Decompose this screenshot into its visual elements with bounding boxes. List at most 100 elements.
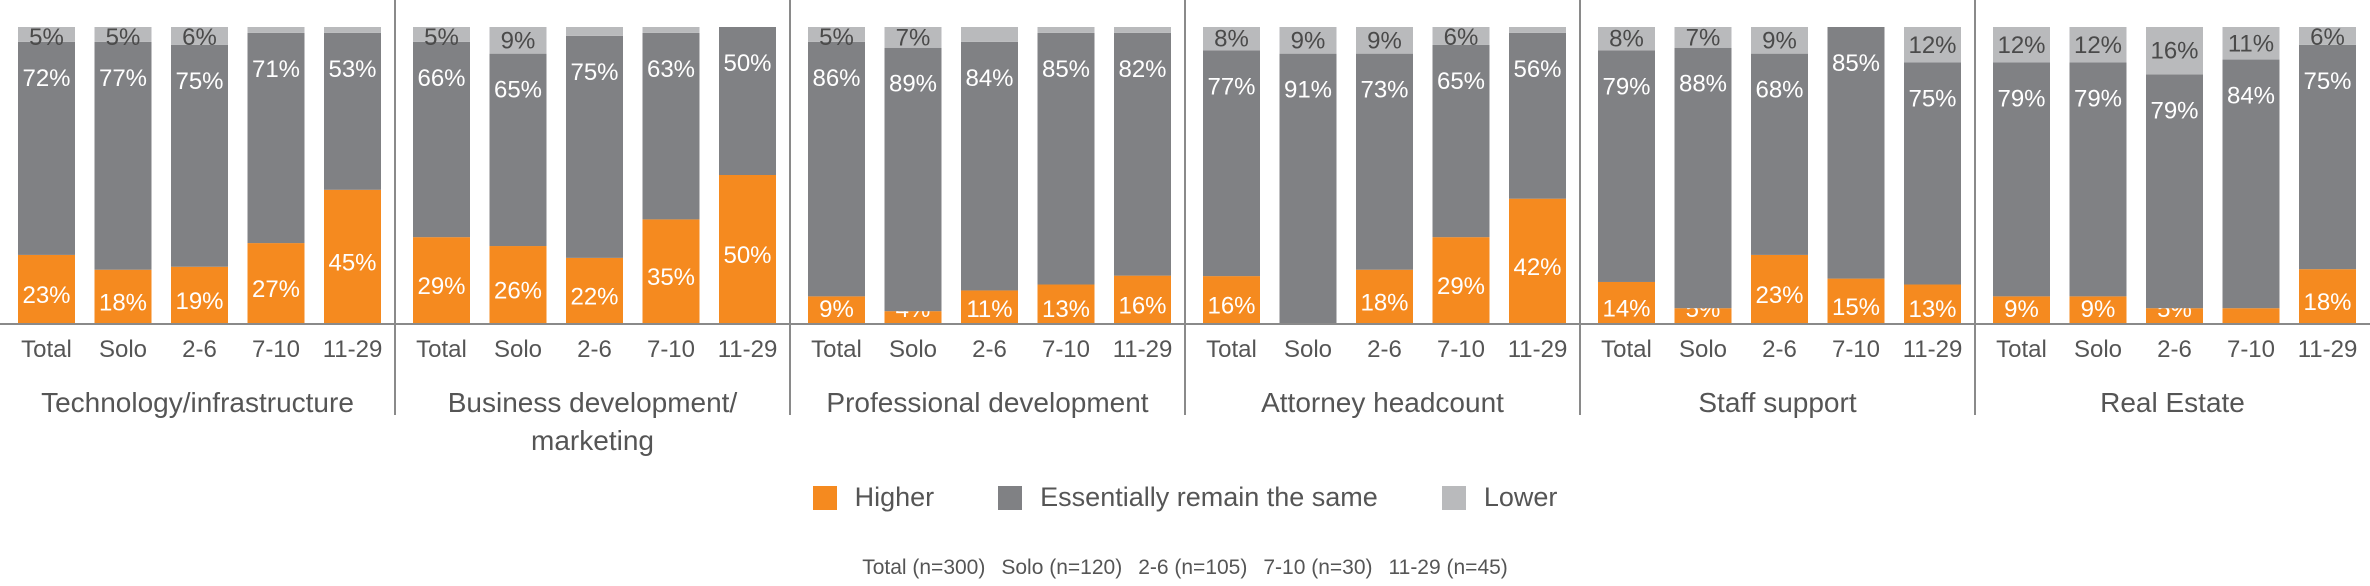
x-tick-label: 2-6 — [182, 336, 217, 363]
bar-segment-higher — [884, 311, 942, 323]
bar-segment-lower — [1674, 27, 1732, 48]
x-tick-label: Total — [1601, 336, 1652, 363]
bar-segment-same — [1904, 62, 1961, 285]
data-label-lower: 9% — [1762, 27, 1797, 54]
bar-segment-higher — [2222, 308, 2280, 323]
bar-segment-lower — [808, 27, 865, 42]
group-title: marketing — [531, 425, 654, 456]
bar-segment-lower — [1993, 27, 2050, 63]
bar-segment-lower — [961, 27, 1018, 42]
legend: Higher Essentially remain the same Lower — [0, 482, 2370, 513]
data-label-same: 71% — [252, 56, 300, 83]
data-label-same: 65% — [1437, 68, 1485, 95]
bar-segment-lower — [1279, 27, 1337, 54]
bar-segment-same — [1827, 27, 1885, 279]
data-label-lower: 9% — [501, 27, 536, 54]
group-title: Professional development — [826, 387, 1148, 418]
x-tick-label: Total — [21, 336, 72, 363]
x-tick-label: Solo — [2074, 336, 2122, 363]
legend-swatch-lower — [1441, 485, 1466, 510]
data-label-lower: 6% — [2310, 24, 2345, 51]
footnote-item: Solo (n=120) — [1001, 556, 1123, 579]
legend-item-same: Essentially remain the same — [998, 482, 1378, 513]
data-label-lower: 7% — [896, 24, 931, 51]
data-label-higher: 9% — [2081, 296, 2116, 323]
data-label-same: 75% — [1908, 86, 1956, 113]
footnote-item: 11-29 (n=45) — [1388, 556, 1508, 579]
data-label-lower: 11% — [2228, 30, 2274, 57]
data-label-higher: 19% — [175, 288, 223, 315]
bar-segment-lower — [2299, 27, 2356, 45]
data-label-same: 75% — [570, 59, 618, 86]
bar-segment-same — [18, 41, 75, 255]
bar-segment-lower — [1432, 27, 1490, 45]
legend-label-higher: Higher — [854, 482, 935, 512]
group-title: Staff support — [1698, 387, 1856, 418]
bar-segment-higher — [1674, 308, 1732, 323]
legend-swatch-higher — [812, 485, 837, 510]
data-label-same: 66% — [417, 65, 465, 92]
bar-segment-higher — [1432, 237, 1490, 323]
x-tick-label: Total — [1206, 336, 1257, 363]
bar-segment-same — [324, 32, 381, 190]
bar-segment-higher — [171, 266, 228, 323]
data-label-same: 73% — [1360, 77, 1408, 104]
data-label-same: 85% — [1832, 50, 1880, 77]
bar-segment-lower — [18, 27, 75, 42]
legend-label-same: Essentially remain the same — [1040, 482, 1378, 512]
bar-segment-lower — [566, 27, 623, 36]
bar-segment-same — [566, 35, 623, 258]
x-tick-label: 11-29 — [1113, 336, 1173, 363]
data-label-same: 82% — [1118, 56, 1166, 83]
bar-segment-lower — [324, 27, 381, 33]
data-label-lower: 8% — [1609, 26, 1644, 53]
data-label-higher: 16% — [1207, 293, 1255, 320]
bar-segment-lower — [171, 27, 228, 45]
bar-segment-lower — [2222, 27, 2280, 60]
data-label-same: 86% — [812, 65, 860, 92]
bar-segment-same — [1674, 47, 1732, 309]
data-label-lower: 9% — [1291, 27, 1326, 54]
data-label-same: 79% — [1997, 86, 2045, 113]
bar-segment-same — [2299, 44, 2356, 270]
data-label-same: 77% — [99, 65, 147, 92]
x-tick-label: 11-29 — [1903, 336, 1963, 363]
x-tick-label: 2-6 — [577, 336, 612, 363]
data-label-higher: 22% — [570, 283, 618, 310]
x-tick-label: 2-6 — [1762, 336, 1797, 363]
legend-item-lower: Lower — [1441, 482, 1557, 513]
x-tick-label: 7-10 — [252, 336, 300, 363]
bar-segment-higher — [1203, 276, 1260, 323]
bar-segment-same — [1432, 44, 1490, 238]
group-title: Attorney headcount — [1261, 387, 1504, 418]
bar-segment-lower — [94, 27, 152, 42]
data-label-higher: 9% — [819, 296, 854, 323]
bar-segment-same — [961, 41, 1018, 291]
data-label-higher: 14% — [1602, 295, 1650, 322]
data-label-higher: 27% — [252, 276, 300, 303]
x-tick-label: 11-29 — [323, 336, 383, 363]
bar-segment-same — [719, 27, 776, 175]
bar-segment-same — [1037, 32, 1095, 285]
data-label-same: 63% — [647, 56, 695, 83]
data-label-lower: 5% — [106, 24, 141, 51]
data-label-same: 50% — [723, 50, 771, 77]
x-tick-label: Total — [811, 336, 862, 363]
data-label-same: 77% — [1207, 73, 1255, 100]
bar-segment-lower — [1751, 27, 1808, 54]
data-label-same: 56% — [1513, 56, 1561, 83]
bar-segment-lower — [247, 27, 305, 33]
data-label-same: 91% — [1284, 77, 1332, 104]
bar-segment-lower — [1509, 27, 1566, 33]
data-label-same: 72% — [22, 65, 70, 92]
data-label-same: 84% — [2227, 83, 2275, 110]
x-tick-label: Solo — [494, 336, 542, 363]
x-tick-label: 7-10 — [1832, 336, 1880, 363]
bar-segment-higher — [1598, 281, 1655, 323]
bar-segment-lower — [1203, 27, 1260, 51]
bar-segment-same — [413, 41, 470, 238]
x-tick-label: 11-29 — [1508, 336, 1568, 363]
data-label-higher: 9% — [2004, 296, 2039, 323]
data-label-lower: 8% — [1214, 26, 1249, 53]
sample-size-footnote: Total (n=300) Solo (n=120) 2-6 (n=105) 7… — [0, 556, 2370, 580]
